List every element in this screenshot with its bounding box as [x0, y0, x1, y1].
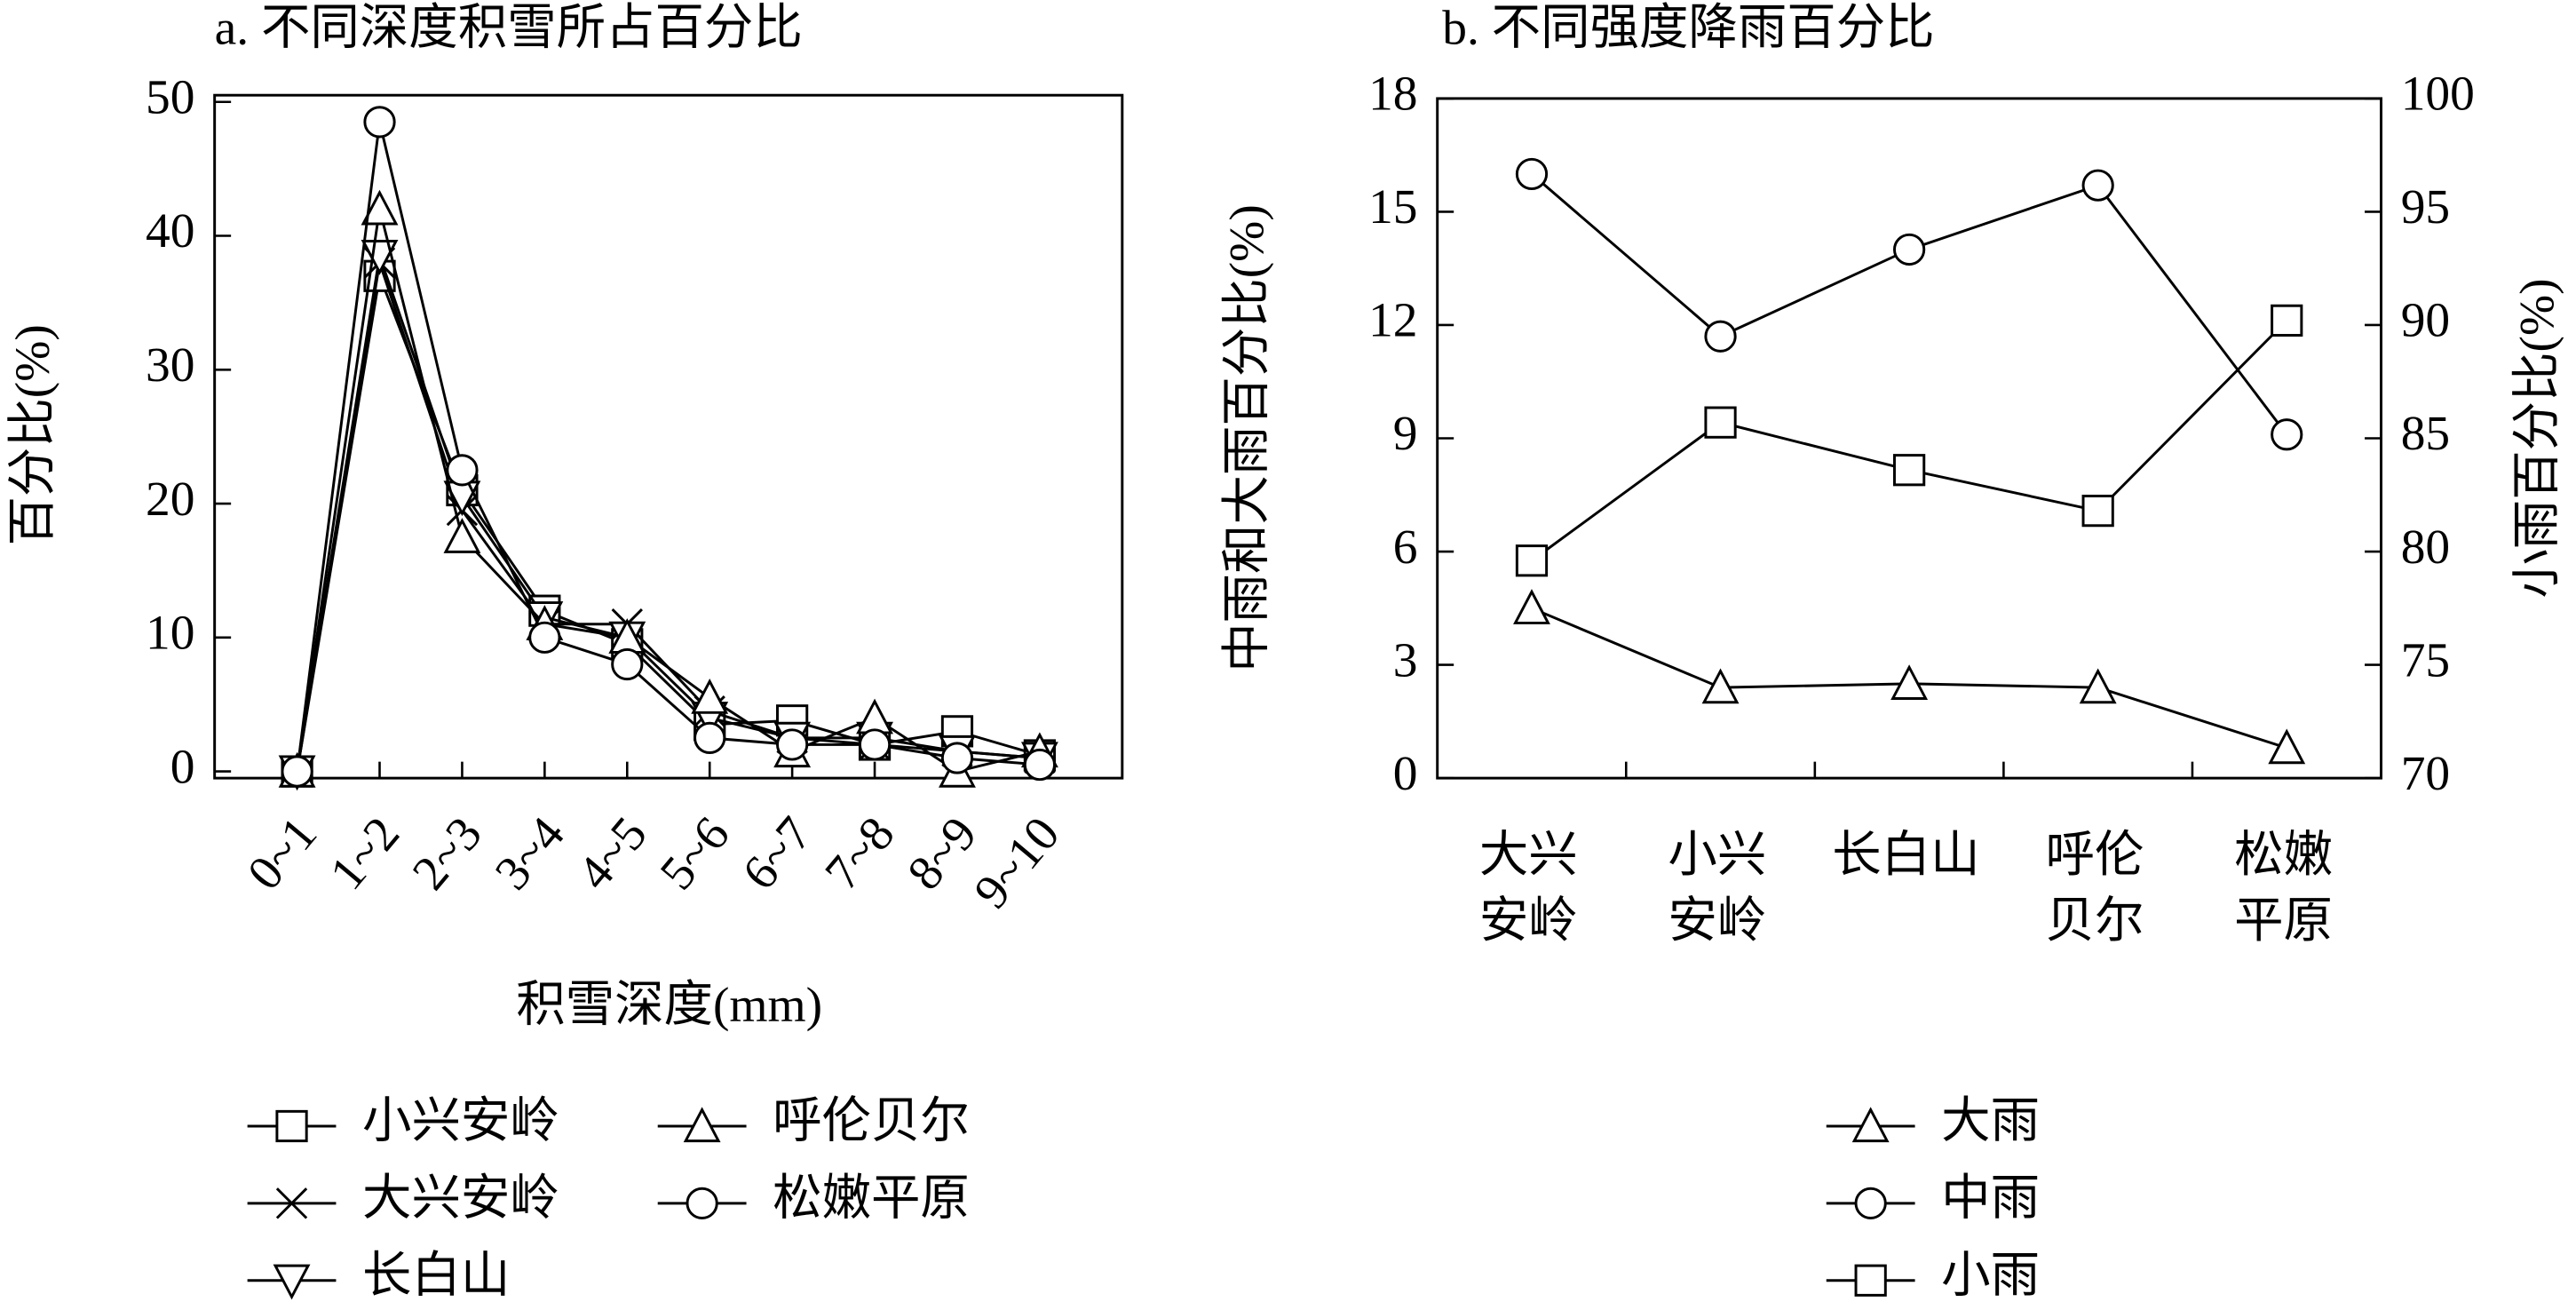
marker: [611, 647, 644, 681]
y-tick-label: 12: [1368, 293, 1417, 347]
marker: [2271, 418, 2303, 451]
legend-label: 大兴安岭: [362, 1171, 559, 1226]
legend-label: 大雨: [1941, 1094, 2040, 1148]
legend-marker: [1854, 1264, 1887, 1297]
legend-marker: [683, 1107, 721, 1143]
legend-label: 中雨: [1941, 1171, 2040, 1226]
x-tick-label: 长白山: [1832, 828, 1979, 882]
y2-tick-label: 90: [2401, 293, 2450, 347]
x-tick-label: 平原: [2234, 893, 2333, 948]
x-tick-label: 呼伦: [2046, 828, 2144, 882]
y-axis-label: 百分比(%): [5, 324, 59, 545]
marker: [2271, 304, 2303, 337]
marker: [1515, 157, 1549, 191]
x-axis-label: 积雪深度(mm): [516, 977, 822, 1031]
legend-marker: [1854, 1187, 1887, 1219]
y-tick-label: 40: [146, 203, 194, 258]
legend-marker: [275, 1109, 308, 1143]
marker: [1515, 544, 1549, 577]
marker: [1892, 454, 1926, 487]
legend-label: 小雨: [1941, 1248, 2040, 1302]
marker: [2268, 728, 2306, 765]
series-line: [296, 255, 1041, 772]
y-tick-label: 0: [170, 739, 195, 793]
marker: [443, 518, 481, 553]
y-axis-label: 中雨和大雨百分比(%): [1220, 204, 1274, 672]
x-tick-label: 安岭: [1479, 893, 1578, 948]
legend-marker: [275, 1187, 308, 1219]
y-tick-label: 18: [1368, 67, 1417, 121]
marker: [528, 621, 561, 654]
x-tick-label: 0~1: [237, 806, 328, 900]
legend-label: 呼伦贝尔: [773, 1094, 970, 1148]
marker: [1023, 748, 1057, 782]
legend-marker: [686, 1187, 718, 1219]
y2-tick-label: 80: [2401, 520, 2450, 574]
x-tick-label: 2~3: [402, 806, 493, 900]
x-tick-label: 1~2: [320, 806, 410, 900]
legend-label: 松嫩平原: [773, 1171, 970, 1226]
marker: [1890, 664, 1929, 700]
marker: [940, 742, 974, 774]
marker: [361, 189, 399, 226]
y2-tick-label: 85: [2401, 406, 2450, 460]
marker: [2081, 495, 2114, 528]
legend-label: 长白山: [362, 1248, 510, 1302]
y2-tick-label: 95: [2401, 179, 2450, 234]
marker: [694, 721, 726, 755]
marker: [856, 698, 893, 734]
marker: [1701, 668, 1740, 704]
series-line: [296, 208, 1041, 774]
y2-tick-label: 70: [2401, 746, 2450, 800]
y-tick-label: 6: [1393, 520, 1418, 574]
y-tick-label: 0: [1393, 746, 1418, 800]
x-tick-label: 贝尔: [2046, 893, 2144, 948]
chart-title: b. 不同强度降雨百分比: [1442, 1, 1934, 55]
legend-marker: [1851, 1107, 1890, 1143]
plot-frame: [213, 93, 1124, 780]
chart-title: a. 不同深度积雪所占百分比: [215, 1, 803, 55]
x-tick-label: 6~7: [732, 806, 822, 900]
x-tick-label: 5~6: [649, 806, 740, 900]
marker: [2079, 668, 2117, 704]
series-line: [1531, 319, 2288, 562]
y-tick-label: 10: [146, 606, 194, 660]
series-line: [296, 122, 1041, 772]
x-tick-label: 3~4: [484, 806, 575, 900]
legend-marker: [273, 1264, 311, 1300]
marker: [281, 755, 313, 788]
y2-axis-label: 小雨百分比(%): [2509, 278, 2564, 598]
legend-label: 小兴安岭: [362, 1094, 559, 1148]
y-tick-label: 9: [1393, 406, 1418, 460]
y2-tick-label: 100: [2401, 67, 2475, 121]
marker: [1892, 233, 1926, 266]
marker: [691, 679, 729, 714]
series-line: [1531, 172, 2288, 436]
marker: [1513, 589, 1550, 624]
y-tick-label: 20: [146, 472, 194, 526]
x-tick-label: 9~10: [963, 806, 1069, 918]
marker: [1704, 406, 1737, 439]
marker: [2081, 169, 2114, 202]
marker: [776, 728, 809, 761]
y-tick-label: 50: [146, 69, 194, 123]
marker: [858, 728, 892, 761]
x-tick-label: 松嫩: [2234, 828, 2333, 882]
y-tick-label: 30: [146, 337, 194, 392]
x-tick-label: 安岭: [1668, 893, 1766, 948]
x-tick-label: 7~8: [814, 806, 905, 900]
marker: [363, 106, 396, 139]
x-tick-label: 小兴: [1668, 828, 1766, 882]
y-tick-label: 15: [1368, 179, 1417, 234]
marker: [446, 454, 479, 487]
y2-tick-label: 75: [2401, 632, 2450, 687]
y-tick-label: 3: [1393, 632, 1418, 687]
marker: [1704, 320, 1737, 353]
x-tick-label: 大兴: [1479, 828, 1578, 882]
x-tick-label: 4~5: [567, 806, 657, 900]
